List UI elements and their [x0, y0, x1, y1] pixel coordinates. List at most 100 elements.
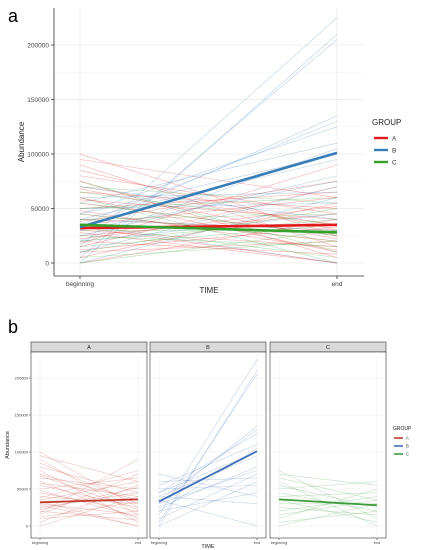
y-tick-label: 150000 — [15, 413, 29, 418]
individual-line-a — [79, 229, 338, 247]
individual-line-a — [79, 213, 338, 237]
y-tick-label: 100000 — [27, 152, 49, 159]
individual-line-b — [158, 433, 258, 493]
individual-line-b — [158, 473, 258, 497]
individual-line-c — [278, 488, 378, 519]
mean-line-b — [79, 151, 338, 229]
x-axis-title: TIME — [201, 544, 214, 550]
individual-line-b — [158, 499, 258, 527]
x-axis-title: TIME — [199, 286, 218, 295]
y-tick-label: 50000 — [31, 206, 49, 213]
individual-line-c — [278, 496, 378, 512]
individual-line-c — [79, 186, 338, 204]
individual-line-b — [158, 496, 258, 505]
individual-line-a — [79, 240, 338, 255]
y-tick-label: 100000 — [15, 450, 29, 455]
individual-line-a — [39, 490, 139, 518]
individual-line-a — [79, 191, 338, 209]
individual-line-a — [39, 462, 139, 505]
individual-line-b — [79, 202, 338, 209]
individual-line-b — [79, 197, 338, 264]
x-tick-label: beginning — [32, 541, 48, 545]
individual-line-c — [79, 229, 338, 264]
individual-line-c — [278, 481, 378, 527]
y-tick-label: 0 — [26, 524, 29, 529]
individual-line-b — [79, 115, 338, 231]
individual-line-a — [39, 485, 139, 523]
individual-line-b — [158, 444, 258, 486]
individual-line-a — [79, 191, 338, 209]
mean-line-a — [79, 223, 338, 230]
individual-line-c — [79, 191, 338, 226]
individual-line-a — [39, 470, 139, 523]
individual-line-c — [278, 477, 378, 501]
individual-line-b — [79, 120, 338, 226]
individual-line-a — [39, 477, 139, 490]
individual-line-c — [278, 470, 378, 519]
mean-line-c — [79, 223, 338, 234]
individual-line-b — [79, 17, 338, 247]
individual-line-a — [39, 459, 139, 513]
individual-line-b — [79, 191, 338, 198]
legend-label-b: B — [406, 444, 409, 449]
y-tick-label: 150000 — [27, 97, 49, 104]
panel-b-letter: b — [8, 317, 18, 337]
facet-panel — [30, 351, 148, 539]
individual-line-a — [79, 197, 338, 226]
individual-line-a — [39, 501, 139, 527]
individual-line-a — [39, 503, 139, 516]
individual-line-a — [79, 232, 338, 264]
individual-line-a — [39, 475, 139, 511]
individual-line-b — [79, 219, 338, 231]
individual-line-a — [39, 466, 139, 493]
individual-line-a — [79, 180, 338, 258]
panel-a-letter: a — [8, 6, 19, 26]
individual-line-a — [39, 455, 139, 482]
individual-line-b — [158, 429, 258, 501]
individual-line-b — [79, 126, 338, 215]
individual-line-a — [39, 501, 139, 518]
individual-line-a — [39, 510, 139, 519]
individual-line-c — [79, 219, 338, 242]
y-axis-title: Abundance — [5, 431, 11, 459]
x-tick-label: beginning — [151, 541, 167, 545]
legend-title: GROUP — [372, 118, 401, 127]
individual-line-a — [79, 199, 338, 220]
panel-a: a 0 50000 100000 150000 200000 beginning end TIM… — [8, 6, 401, 295]
individual-line-b — [158, 470, 258, 505]
individual-line-a — [39, 470, 139, 499]
individual-line-a — [39, 477, 139, 490]
x-tick-label: beginning — [271, 541, 287, 545]
legend-b: GROUP ABC — [393, 426, 412, 457]
individual-line-c — [79, 224, 338, 258]
legend-label-a: A — [392, 136, 397, 143]
individual-line-c — [79, 208, 338, 253]
individual-line-a — [39, 451, 139, 508]
individual-line-a — [79, 186, 338, 247]
individual-line-b — [158, 492, 258, 512]
individual-line-b — [79, 224, 338, 264]
individual-line-b — [79, 142, 338, 204]
mean-line-c — [278, 498, 378, 507]
individual-line-b — [79, 186, 338, 220]
individual-line-a — [39, 496, 139, 527]
individual-line-b — [158, 466, 258, 508]
individual-line-b — [158, 473, 258, 519]
individual-line-c — [278, 499, 378, 523]
x-tick-label: end — [374, 541, 380, 545]
legend-label-b: B — [392, 148, 396, 155]
individual-line-a — [39, 504, 139, 527]
individual-line-c — [278, 510, 378, 523]
mean-line-a — [39, 498, 139, 504]
individual-line-a — [79, 219, 338, 231]
individual-line-b — [79, 180, 338, 231]
y-tick-label: 200000 — [27, 43, 49, 50]
facet-strip-label: A — [87, 345, 91, 351]
individual-line-a — [39, 492, 139, 512]
legend-title: GROUP — [393, 426, 412, 432]
individual-line-b — [158, 481, 258, 527]
individual-line-c — [79, 180, 338, 253]
individual-line-c — [79, 224, 338, 247]
